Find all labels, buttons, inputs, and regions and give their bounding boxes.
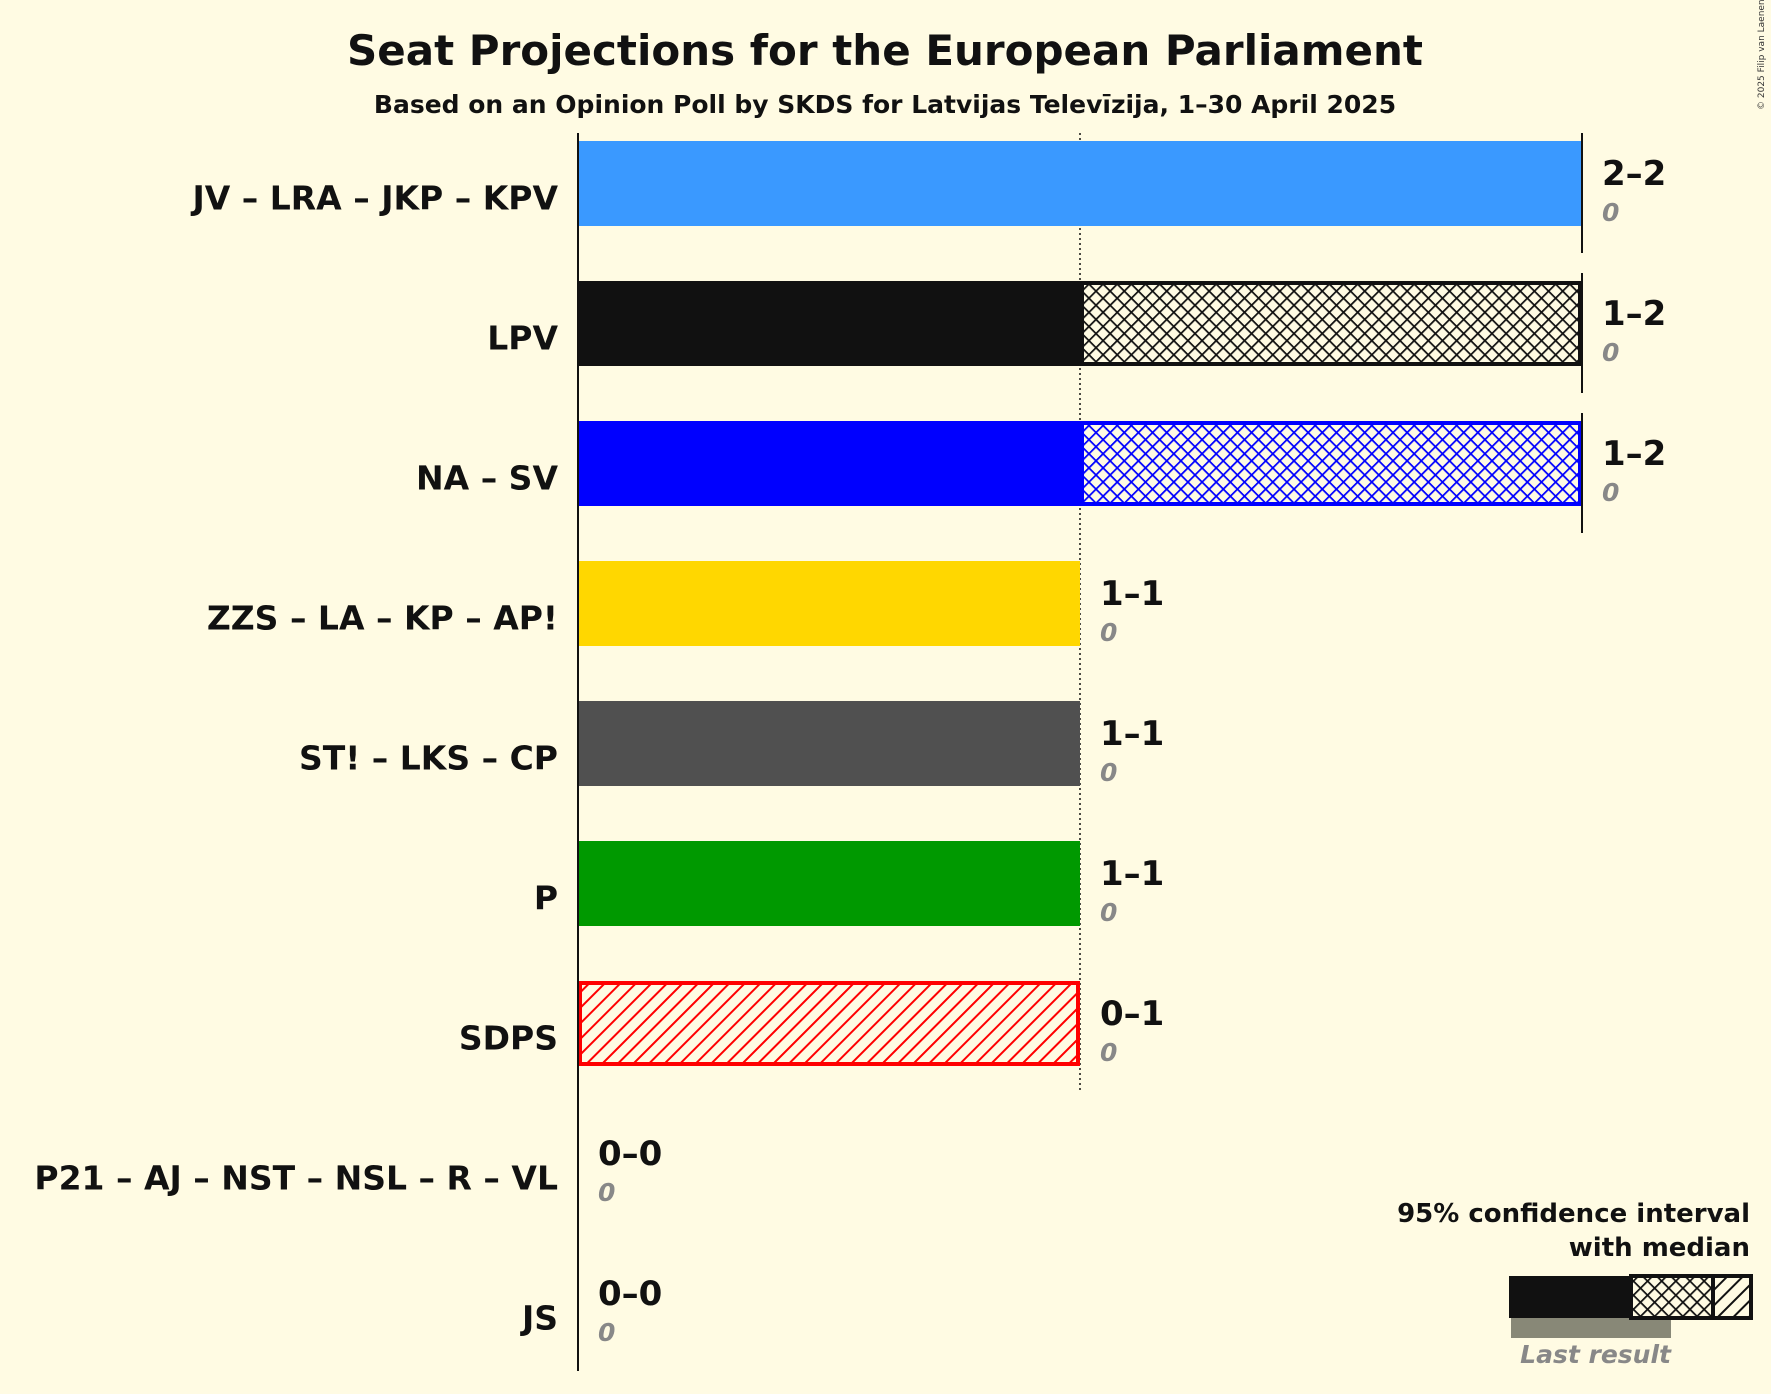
chart-title: Seat Projections for the European Parlia… <box>347 26 1423 75</box>
range-label-na-sv: 1–2 <box>1602 434 1666 474</box>
range-label-st-lks-cp: 1–1 <box>1100 714 1164 754</box>
median-bar-zzs-la-kp-ap <box>578 561 1080 646</box>
party-label-p: P <box>534 879 558 918</box>
ci-bar-lpv <box>1080 281 1582 366</box>
bars: JV – LRA – JKP – KPV 2–2 0 LPV 1–2 0 NA – SV 1–… <box>34 133 1666 1347</box>
range-label-zzs-la-kp-ap: 1–1 <box>1100 574 1164 614</box>
last-result-label-st-lks-cp: 0 <box>1100 758 1117 787</box>
range-label-lpv: 1–2 <box>1602 294 1666 334</box>
last-result-label-js: 0 <box>598 1318 615 1347</box>
ci-bar-sdps <box>578 981 1080 1066</box>
party-label-lpv: LPV <box>487 319 558 358</box>
last-result-label-lpv: 0 <box>1602 338 1619 367</box>
median-bar-st-lks-cp <box>578 701 1080 786</box>
chart-subtitle: Based on an Opinion Poll by SKDS for Lat… <box>374 90 1396 119</box>
range-label-sdps: 0–1 <box>1100 994 1164 1034</box>
party-label-st-lks-cp: ST! – LKS – CP <box>299 739 558 778</box>
party-label-js: JS <box>520 1299 558 1338</box>
legend-title-line2: with median <box>1569 1233 1750 1263</box>
median-bar-lpv <box>578 281 1080 366</box>
median-bar-na-sv <box>578 421 1080 506</box>
range-label-p21-aj-nst-nsl-r-vl: 0–0 <box>598 1134 662 1174</box>
ci-bar-na-sv <box>1080 421 1582 506</box>
last-result-label-jv-lra-jkp-kpv: 0 <box>1602 198 1619 227</box>
legend-title-line1: 95% confidence interval <box>1397 1199 1750 1229</box>
legend: 95% confidence interval with median Last… <box>1397 1199 1753 1369</box>
party-label-sdps: SDPS <box>459 1019 558 1058</box>
range-label-js: 0–0 <box>598 1274 662 1314</box>
legend-ci-swatch <box>1629 1274 1715 1320</box>
party-label-na-sv: NA – SV <box>416 459 558 498</box>
party-label-zzs-la-kp-ap: ZZS – LA – KP – AP! <box>207 599 558 638</box>
copyright-notice: © 2025 Filip van Laenen <box>1757 0 1767 110</box>
legend-last-result-label: Last result <box>1520 1340 1672 1369</box>
last-result-label-p21-aj-nst-nsl-r-vl: 0 <box>598 1178 615 1207</box>
last-result-label-na-sv: 0 <box>1602 478 1619 507</box>
party-label-p21-aj-nst-nsl-r-vl: P21 – AJ – NST – NSL – R – VL <box>34 1159 558 1198</box>
legend-median-swatch <box>1509 1276 1631 1318</box>
last-result-label-zzs-la-kp-ap: 0 <box>1100 618 1117 647</box>
range-label-jv-lra-jkp-kpv: 2–2 <box>1602 154 1666 194</box>
last-result-label-sdps: 0 <box>1100 1038 1117 1067</box>
last-result-label-p: 0 <box>1100 898 1117 927</box>
median-bar-p <box>578 841 1080 926</box>
legend-hatch-swatch <box>1711 1274 1753 1320</box>
median-bar-jv-lra-jkp-kpv <box>578 141 1582 226</box>
range-label-p: 1–1 <box>1100 854 1164 894</box>
party-label-jv-lra-jkp-kpv: JV – LRA – JKP – KPV <box>190 179 558 218</box>
